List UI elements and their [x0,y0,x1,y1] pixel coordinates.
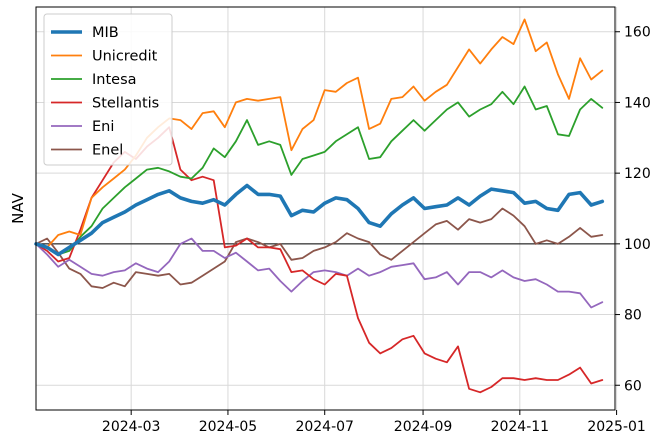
x-tick-label: 2024-09 [394,419,453,435]
series-line-enel [35,207,604,289]
y-tick-label: 100 [624,237,651,253]
x-tick-label: 2024-07 [295,419,354,435]
legend-box [43,13,173,166]
legend-label: Eni [92,119,114,135]
y-axis-label: NAV [9,192,27,224]
y-tick-label: 120 [624,166,651,182]
y-tick-label: 60 [624,378,642,394]
y-axis: 60 80 100 120 140 160 [615,25,651,394]
y-tick-label: 80 [624,308,642,324]
legend-label: Unicredit [92,49,158,65]
x-tick-label: 2024-05 [199,419,258,435]
series-line-intesa [35,85,604,256]
legend-label: Intesa [92,72,137,88]
legend-label: Enel [92,143,123,159]
plot-frame [35,6,616,411]
series-line-eni [35,237,604,309]
x-axis: 2024-03 2024-05 2024-07 2024-09 2024-11 2025-… [102,410,646,435]
legend-label: Stellantis [92,96,159,112]
series-line-mib [34,183,605,257]
y-tick-label: 140 [624,95,651,111]
x-tick-label: 2025-01 [587,419,646,435]
x-tick-label: 2024-03 [102,419,161,435]
x-tick-label: 2024-11 [491,419,550,435]
legend: MIB Unicredit Intesa Stellantis Eni Enel [43,13,173,166]
y-tick-label: 160 [624,25,651,41]
legend-label: MIB [92,25,119,41]
